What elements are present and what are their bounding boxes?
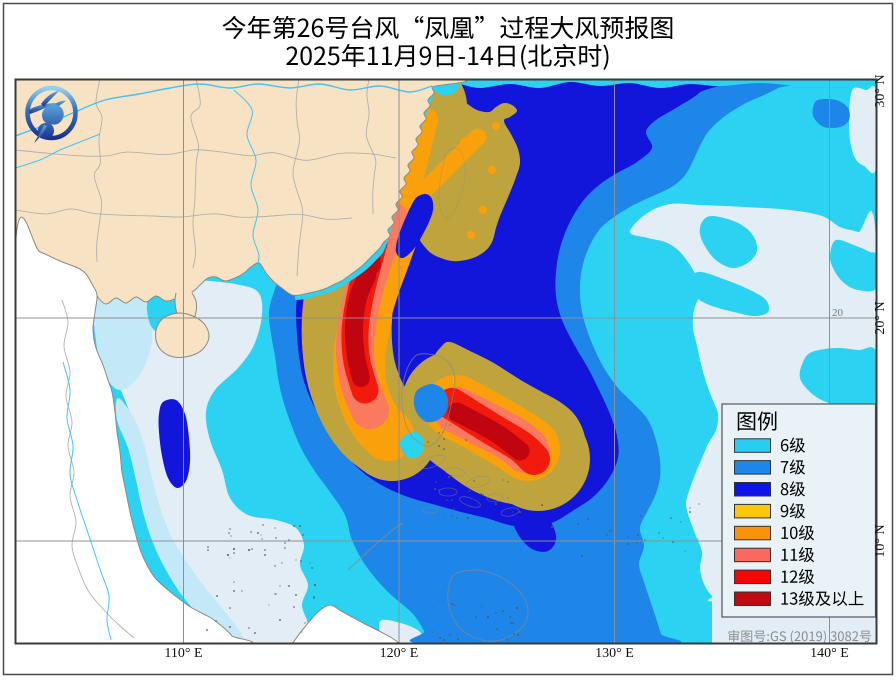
- svg-text:140° E: 140° E: [810, 646, 849, 661]
- svg-text:110° E: 110° E: [164, 646, 202, 661]
- svg-text:20° N: 20° N: [873, 301, 888, 334]
- svg-text:120° E: 120° E: [380, 646, 419, 661]
- svg-text:20: 20: [832, 307, 844, 319]
- svg-text:130° E: 130° E: [595, 646, 634, 661]
- svg-text:10° N: 10° N: [873, 524, 888, 557]
- svg-text:30° N: 30° N: [873, 74, 888, 107]
